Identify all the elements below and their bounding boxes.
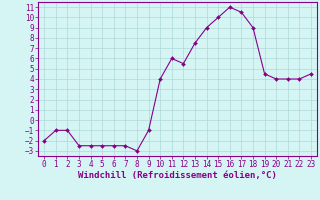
X-axis label: Windchill (Refroidissement éolien,°C): Windchill (Refroidissement éolien,°C) <box>78 171 277 180</box>
